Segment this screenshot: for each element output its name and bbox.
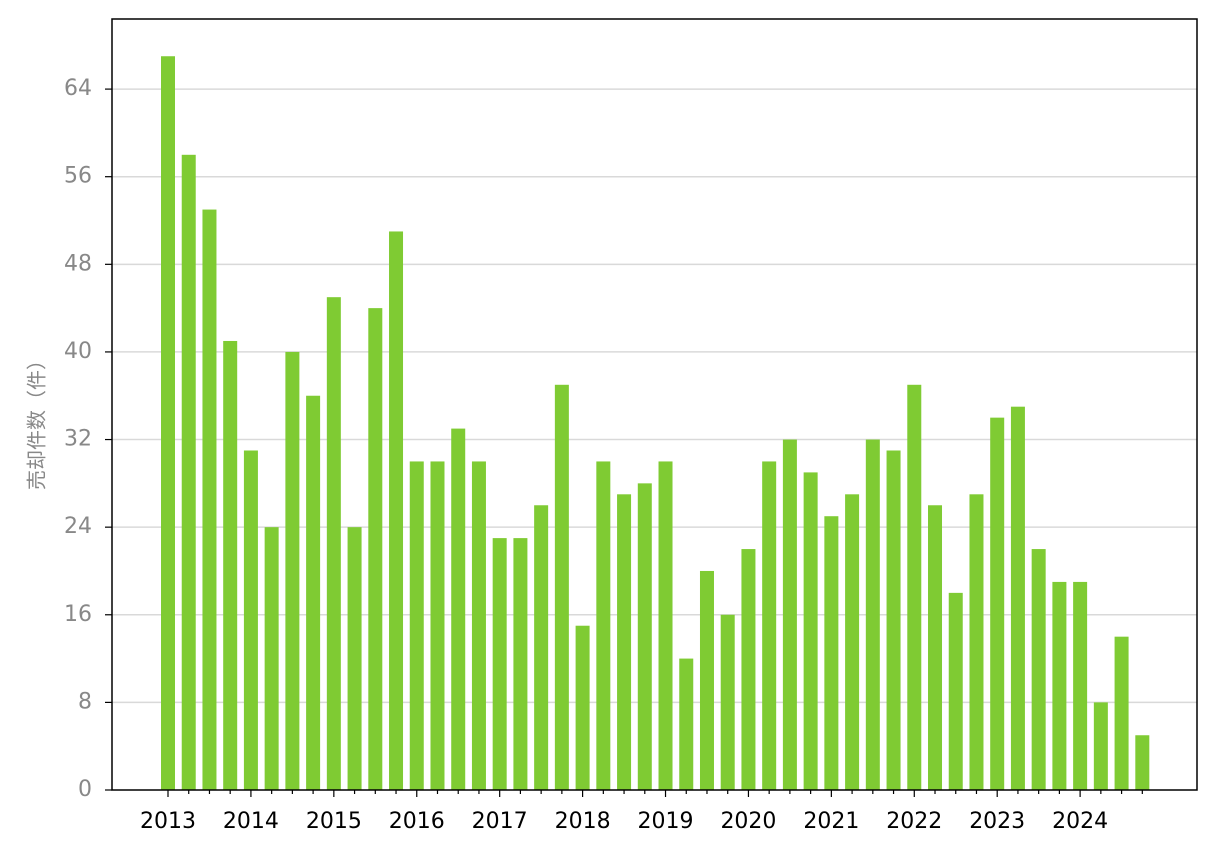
bar — [451, 428, 466, 790]
x-tick-label: 2023 — [969, 809, 1025, 834]
y-tick-label: 8 — [78, 689, 92, 714]
x-tick-label: 2014 — [223, 809, 279, 834]
x-tick-label: 2021 — [803, 809, 859, 834]
bar — [513, 538, 528, 790]
x-tick-label: 2015 — [306, 809, 362, 834]
bar — [617, 494, 632, 790]
bar — [679, 658, 694, 790]
x-tick-label: 2016 — [389, 809, 445, 834]
bar — [1093, 702, 1108, 790]
bar — [637, 483, 652, 790]
bar — [223, 340, 238, 790]
bar — [368, 308, 383, 790]
x-tick-label: 2017 — [472, 809, 528, 834]
bar — [181, 154, 196, 790]
bar — [1135, 735, 1150, 790]
y-tick-label: 64 — [64, 76, 92, 101]
bar — [1031, 549, 1046, 790]
bar — [720, 614, 735, 790]
bar — [658, 461, 673, 790]
bar — [969, 494, 984, 790]
bar — [1114, 636, 1129, 790]
bar — [575, 625, 590, 790]
bar — [554, 384, 569, 790]
bar — [161, 56, 175, 791]
bar — [409, 461, 424, 790]
bar — [865, 439, 880, 790]
bar — [1073, 581, 1088, 790]
y-tick-label: 48 — [64, 251, 92, 276]
y-tick-label: 32 — [64, 427, 92, 452]
y-tick-label: 56 — [64, 164, 92, 189]
bar — [430, 461, 445, 790]
bar — [347, 527, 362, 790]
bar — [928, 505, 943, 790]
y-axis-label: 売却件数（件） — [25, 350, 49, 490]
bar — [389, 231, 404, 790]
bar — [1010, 406, 1025, 790]
x-tick-label: 2019 — [638, 809, 694, 834]
bar — [492, 538, 507, 790]
bar — [886, 450, 901, 790]
bar — [264, 527, 279, 790]
bar — [202, 209, 217, 790]
bar — [782, 439, 797, 790]
bar — [326, 297, 341, 790]
bar — [803, 472, 818, 790]
bar — [845, 494, 860, 790]
plot-frame — [111, 18, 1198, 791]
bar — [990, 417, 1005, 790]
x-tick-label: 2013 — [140, 809, 196, 834]
bar — [907, 384, 922, 790]
x-tick-label: 2018 — [555, 809, 611, 834]
bar — [471, 461, 486, 790]
x-tick-label: 2020 — [720, 809, 776, 834]
x-tick-label: 2024 — [1052, 809, 1108, 834]
y-tick-label: 40 — [64, 339, 92, 364]
x-tick-label: 2022 — [886, 809, 942, 834]
bar — [285, 351, 300, 790]
bar — [243, 450, 258, 790]
bar — [596, 461, 611, 790]
bar — [824, 516, 839, 790]
bar — [306, 395, 321, 790]
y-tick-label: 0 — [78, 777, 92, 802]
bar — [762, 461, 777, 790]
bar — [1052, 581, 1067, 790]
bar — [741, 549, 756, 790]
bar — [534, 505, 549, 790]
y-tick-label: 24 — [64, 514, 92, 539]
bar — [948, 592, 963, 790]
bar — [699, 570, 714, 790]
y-tick-label: 16 — [64, 602, 92, 627]
